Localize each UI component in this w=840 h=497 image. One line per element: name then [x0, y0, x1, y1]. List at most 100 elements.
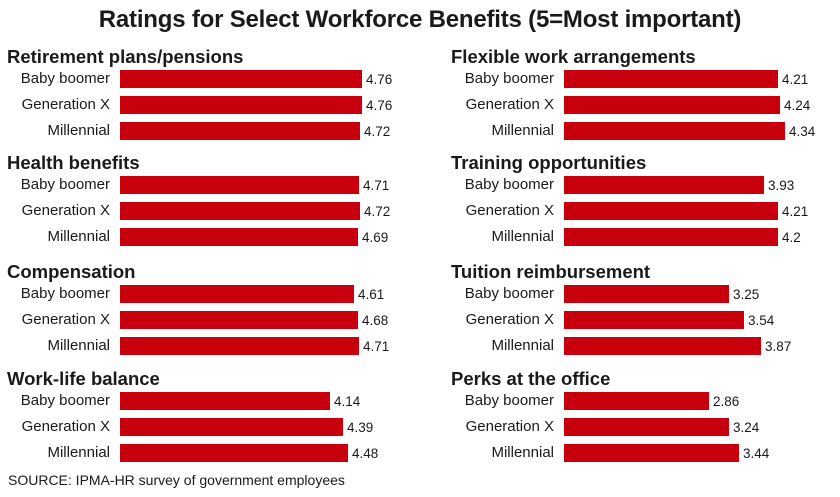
category-label: Millennial: [491, 228, 554, 245]
category-label: Millennial: [47, 122, 110, 139]
category-label: Generation X: [465, 202, 554, 219]
bar-row: Millennial 3.44: [451, 444, 840, 462]
data-label: 4.76: [366, 98, 393, 113]
bar-row: Generation X 4.24: [451, 96, 840, 114]
data-label: 4.2: [782, 230, 801, 245]
category-label: Generation X: [21, 311, 110, 328]
bar-row: Millennial 4.48: [7, 444, 407, 462]
data-label: 4.71: [363, 339, 390, 354]
data-label: 2.86: [713, 394, 740, 409]
category-label: Millennial: [47, 337, 110, 354]
panel-title: Flexible work arrangements: [451, 46, 696, 67]
category-label: Millennial: [47, 228, 110, 245]
bar: [564, 392, 709, 410]
data-label: 4.14: [334, 394, 361, 409]
bar: [564, 202, 778, 220]
data-label: 4.21: [782, 204, 809, 219]
bar: [564, 444, 739, 462]
category-label: Millennial: [491, 122, 554, 139]
bar: [120, 337, 359, 355]
data-label: 4.61: [358, 287, 385, 302]
bar: [120, 311, 358, 329]
panel-title: Training opportunities: [451, 152, 647, 173]
category-label: Baby boomer: [20, 176, 110, 193]
data-label: 4.72: [364, 204, 391, 219]
bar-row: Millennial 4.71: [7, 337, 407, 355]
bar: [120, 418, 343, 436]
chart-title: Ratings for Select Workforce Benefits (5…: [98, 6, 742, 33]
bar-row: Millennial 4.69: [7, 228, 407, 246]
bar-row: Baby boomer 4.71: [7, 176, 407, 194]
bar: [120, 202, 360, 220]
bar-row: Millennial 4.72: [7, 122, 407, 140]
source-note: SOURCE: IPMA-HR survey of government emp…: [8, 472, 345, 488]
data-label: 3.93: [768, 178, 795, 193]
data-label: 3.87: [765, 339, 792, 354]
data-label: 4.69: [362, 230, 389, 245]
category-label: Generation X: [465, 96, 554, 113]
bar-row: Millennial 4.2: [451, 228, 840, 246]
panel-training-opportunities: Training opportunities Baby boomer 3.93 Gen…: [451, 152, 840, 256]
category-label: Generation X: [465, 311, 554, 328]
bar: [120, 122, 360, 140]
data-label: 4.21: [782, 72, 809, 87]
data-label: 4.39: [347, 420, 374, 435]
bar-row: Millennial 4.34: [451, 122, 840, 140]
category-label: Generation X: [21, 96, 110, 113]
bar: [120, 392, 330, 410]
panel-title: Perks at the office: [451, 368, 611, 389]
data-label: 4.24: [784, 98, 811, 113]
bar: [120, 96, 362, 114]
bar: [120, 285, 354, 303]
data-label: 3.25: [733, 287, 760, 302]
bar-row: Baby boomer 3.93: [451, 176, 840, 194]
data-label: 4.72: [364, 124, 391, 139]
data-label: 4.71: [363, 178, 390, 193]
category-label: Baby boomer: [20, 392, 110, 409]
bar: [120, 70, 362, 88]
bar: [564, 228, 778, 246]
bar-row: Generation X 4.72: [7, 202, 407, 220]
panel-tuition-reimbursement: Tuition reimbursement Baby boomer 3.25 Gene…: [451, 261, 840, 365]
category-label: Baby boomer: [464, 176, 554, 193]
panel-title: Retirement plans/pensions: [7, 46, 244, 67]
bar-row: Generation X 4.68: [7, 311, 407, 329]
panel-perks-at-the-office: Perks at the office Baby boomer 2.86 Genera…: [451, 368, 840, 472]
bar-row: Baby boomer 3.25: [451, 285, 840, 303]
panel-compensation: Compensation Baby boomer 4.61 Generation X 4…: [7, 261, 407, 365]
bar: [564, 285, 729, 303]
data-label: 3.44: [743, 446, 770, 461]
bar: [564, 337, 761, 355]
bar-row: Baby boomer 4.76: [7, 70, 407, 88]
category-label: Millennial: [491, 444, 554, 461]
category-label: Baby boomer: [464, 285, 554, 302]
panel-flexible-work-arrangements: Flexible work arrangements Baby boomer 4.2…: [451, 46, 840, 150]
category-label: Baby boomer: [464, 392, 554, 409]
bar: [120, 444, 348, 462]
data-label: 4.48: [352, 446, 379, 461]
bar-row: Baby boomer 4.14: [7, 392, 407, 410]
bar-row: Baby boomer 2.86: [451, 392, 840, 410]
bar: [564, 122, 785, 140]
category-label: Generation X: [465, 418, 554, 435]
data-label: 4.68: [362, 313, 389, 328]
category-label: Generation X: [21, 418, 110, 435]
category-label: Baby boomer: [464, 70, 554, 87]
category-label: Millennial: [491, 337, 554, 354]
bar: [120, 176, 359, 194]
category-label: Baby boomer: [20, 70, 110, 87]
bar: [564, 418, 729, 436]
category-label: Baby boomer: [20, 285, 110, 302]
category-label: Millennial: [47, 444, 110, 461]
bar-row: Millennial 3.87: [451, 337, 840, 355]
data-label: 4.34: [789, 124, 816, 139]
data-label: 3.54: [748, 313, 775, 328]
bar-row: Generation X 3.54: [451, 311, 840, 329]
bar-row: Baby boomer 4.21: [451, 70, 840, 88]
bar-row: Generation X 4.21: [451, 202, 840, 220]
panel-title: Work-life balance: [7, 368, 160, 389]
panel-health-benefits: Health benefits Baby boomer 4.71 Generation…: [7, 152, 407, 256]
panel-title: Compensation: [7, 261, 136, 282]
category-label: Generation X: [21, 202, 110, 219]
panel-work-life-balance: Work-life balance Baby boomer 4.14 Generati…: [7, 368, 407, 472]
